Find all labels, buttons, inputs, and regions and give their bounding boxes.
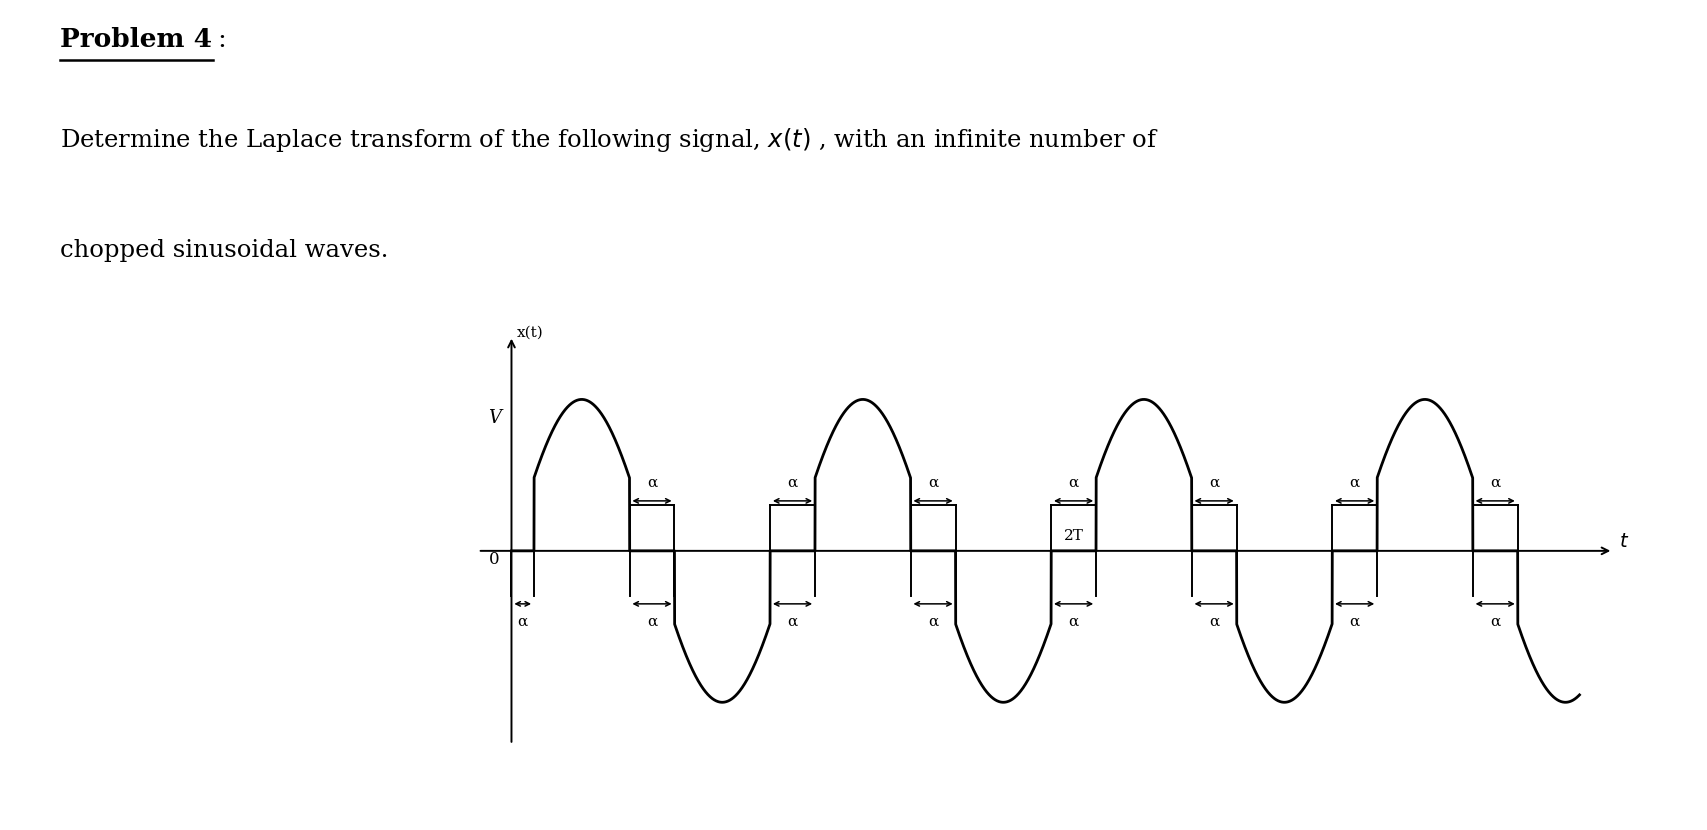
Text: α: α — [1069, 476, 1079, 490]
Text: 0: 0 — [490, 551, 500, 569]
Text: α: α — [647, 615, 657, 629]
Text: Determine the Laplace transform of the following signal, $x(t)$ , with an infini: Determine the Laplace transform of the f… — [60, 126, 1159, 154]
Text: α: α — [1069, 615, 1079, 629]
Text: α: α — [1490, 476, 1500, 490]
Text: α: α — [1209, 476, 1219, 490]
Text: α: α — [929, 476, 939, 490]
Text: α: α — [1209, 615, 1219, 629]
Text: α: α — [647, 476, 657, 490]
Text: chopped sinusoidal waves.: chopped sinusoidal waves. — [60, 239, 387, 262]
Text: Problem 4: Problem 4 — [60, 27, 212, 51]
Text: 2T: 2T — [1063, 529, 1084, 543]
Text: $t$: $t$ — [1620, 533, 1630, 551]
Text: α: α — [787, 476, 797, 490]
Text: α: α — [517, 615, 527, 629]
Text: V: V — [488, 408, 502, 427]
Text: α: α — [1490, 615, 1500, 629]
Text: α: α — [1350, 615, 1360, 629]
Text: α: α — [1350, 476, 1360, 490]
Text: :: : — [217, 27, 225, 51]
Text: α: α — [929, 615, 939, 629]
Text: x(t): x(t) — [517, 326, 545, 339]
Text: α: α — [787, 615, 797, 629]
